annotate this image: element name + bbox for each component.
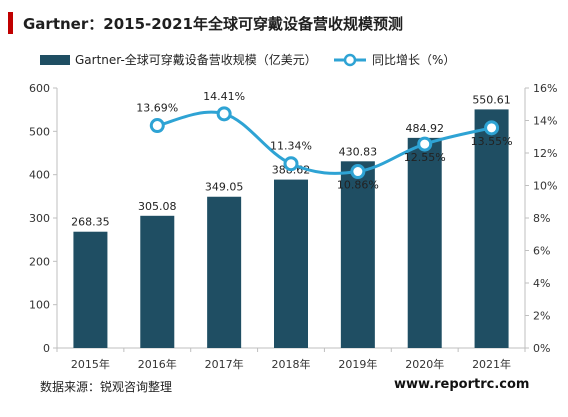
growth-marker (350, 164, 366, 180)
x-tick-label: 2015年 (71, 357, 110, 371)
legend-bar-swatch (40, 55, 70, 65)
x-tick-label: 2016年 (138, 357, 177, 371)
legend-bar-label: Gartner-全球可穿戴设备营收规模（亿美元） (75, 52, 317, 67)
title-bar: Gartner：2015-2021年全球可穿戴设备营收规模预测 (8, 10, 403, 36)
y2-tick-label: 10% (533, 180, 557, 193)
bar (207, 196, 242, 348)
growth-marker (283, 156, 299, 172)
bar (340, 161, 375, 348)
bar-value-label: 550.61 (472, 93, 511, 106)
bar (274, 179, 308, 348)
x-tick-label: 2018年 (272, 357, 311, 371)
bar-value-label: 349.05 (205, 181, 244, 194)
chart-title: Gartner：2015-2021年全球可穿戴设备营收规模预测 (23, 14, 403, 33)
legend-line-label: 同比增长（%） (372, 53, 455, 67)
growth-value-label: 12.55% (404, 151, 446, 164)
bar-value-label: 305.08 (138, 200, 177, 213)
y2-tick-label: 8% (533, 212, 550, 225)
y-tick-label: 200 (29, 255, 50, 268)
bar (474, 109, 509, 348)
source-note: 数据来源：锐观咨询整理 (40, 380, 173, 394)
growth-marker (484, 120, 500, 136)
title-accent (8, 12, 13, 34)
growth-value-label: 10.86% (337, 179, 379, 192)
growth-value-label: 11.34% (270, 140, 312, 153)
bar (407, 137, 442, 348)
growth-marker (216, 106, 232, 122)
growth-marker (149, 118, 165, 134)
growth-value-label: 14.41% (203, 90, 245, 103)
y2-tick-label: 4% (533, 277, 550, 290)
legend-line-marker (343, 53, 357, 67)
y2-tick-label: 0% (533, 342, 550, 355)
x-tick-label: 2017年 (205, 357, 244, 371)
y-tick-label: 600 (29, 82, 50, 95)
growth-value-label: 13.69% (136, 102, 178, 115)
x-tick-label: 2019年 (338, 357, 377, 371)
bar-value-label: 430.83 (339, 145, 378, 158)
bar-value-label: 268.35 (71, 216, 110, 229)
y-tick-label: 300 (29, 212, 50, 225)
bar-value-label: 484.92 (405, 122, 444, 135)
bar (140, 215, 175, 348)
y2-tick-label: 16% (533, 82, 557, 95)
website-link[interactable]: www.reportrc.com (394, 377, 530, 392)
y-tick-label: 400 (29, 169, 50, 182)
y-tick-label: 100 (29, 299, 50, 312)
y-tick-label: 500 (29, 125, 50, 138)
growth-marker (417, 136, 433, 152)
y-tick-label: 0 (43, 342, 50, 355)
x-tick-label: 2020年 (405, 357, 444, 371)
y2-tick-label: 6% (533, 245, 550, 258)
y2-tick-label: 14% (533, 115, 557, 128)
bar (73, 231, 108, 348)
y2-tick-label: 12% (533, 147, 557, 160)
y2-tick-label: 2% (533, 310, 550, 323)
x-tick-label: 2021年 (472, 357, 511, 371)
growth-value-label: 13.55% (471, 135, 513, 148)
